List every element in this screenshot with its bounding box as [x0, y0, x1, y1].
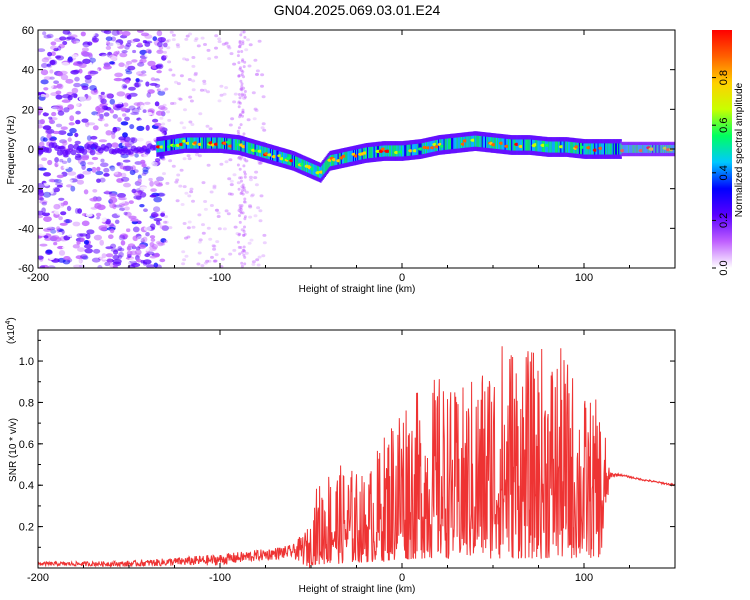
- colorbar-tick-label: 0.0: [718, 260, 730, 275]
- snr-multiplier: (x104): [5, 317, 17, 344]
- colorbar-strip: [712, 30, 732, 268]
- colorbar-tick-label: 0.2: [718, 213, 730, 228]
- snr-multiplier-base: (x10: [6, 324, 17, 344]
- snr-multiplier-exponent: 4: [5, 321, 12, 325]
- colorbar-label: Normalized spectral amplitude: [734, 82, 745, 217]
- figure-title: GN04.2025.069.03.01.E24: [274, 2, 441, 18]
- spectrogram-heatmap: [38, 30, 675, 268]
- snr-x-tick-label: 0: [399, 572, 405, 584]
- snr-series-line: [38, 346, 675, 568]
- colorbar-tick-label: 0.8: [718, 70, 730, 85]
- spectrogram-x-tick-label: 0: [399, 272, 405, 284]
- snr-plot-area: [38, 346, 675, 568]
- colorbar-tick-label: 0.4: [718, 165, 730, 180]
- snr-x-tick-label: -100: [209, 572, 231, 584]
- snr-panel: -200 -100 0 100 0.2 0.4 0.6 0.8 1.0 Height of st…: [5, 317, 676, 595]
- colorbar-ticks: 0.0 0.2 0.4 0.6 0.8: [712, 70, 730, 276]
- spectrogram-y-tick-label: 0: [28, 144, 34, 156]
- snr-y-tick-label: 0.8: [19, 397, 34, 409]
- snr-y-label: SNR (10 * v/v): [8, 418, 19, 482]
- spectrogram-y-tick-label: -40: [18, 223, 34, 235]
- snr-y-tick-label: 0.6: [19, 439, 34, 451]
- spectrogram-x-label: Height of straight line (km): [299, 284, 416, 295]
- spectrogram-y-label: Frequency (Hz): [6, 116, 17, 185]
- snr-y-tick-label: 1.0: [19, 356, 34, 368]
- snr-y-tick-label: 0.2: [19, 522, 34, 534]
- spectrogram-x-tick-label: -200: [27, 272, 49, 284]
- spectrogram-y-tick-label: 20: [22, 104, 34, 116]
- spectrogram-y-tick-label: -60: [18, 263, 34, 275]
- spectrogram-x-tick-label: -100: [209, 272, 231, 284]
- svg-text:(x104): (x104): [5, 317, 17, 344]
- spectrogram-x-tick-label: 100: [575, 272, 593, 284]
- spectrogram-y-tick-label: 60: [22, 25, 34, 37]
- snr-y-tick-label: 0.4: [19, 480, 34, 492]
- snr-x-label: Height of straight line (km): [299, 584, 416, 595]
- snr-multiplier-close: ): [6, 317, 17, 320]
- snr-x-tick-label: -200: [27, 572, 49, 584]
- snr-x-tick-label: 100: [575, 572, 593, 584]
- spectrogram-y-tick-label: 40: [22, 65, 34, 77]
- snr-axes: -200 -100 0 100 0.2 0.4 0.6 0.8 1.0: [19, 330, 675, 584]
- spectrogram-y-tick-label: -20: [18, 184, 34, 196]
- colorbar: 0.0 0.2 0.4 0.6 0.8 Normalized spectral ampl…: [712, 30, 745, 276]
- colorbar-tick-label: 0.6: [718, 118, 730, 133]
